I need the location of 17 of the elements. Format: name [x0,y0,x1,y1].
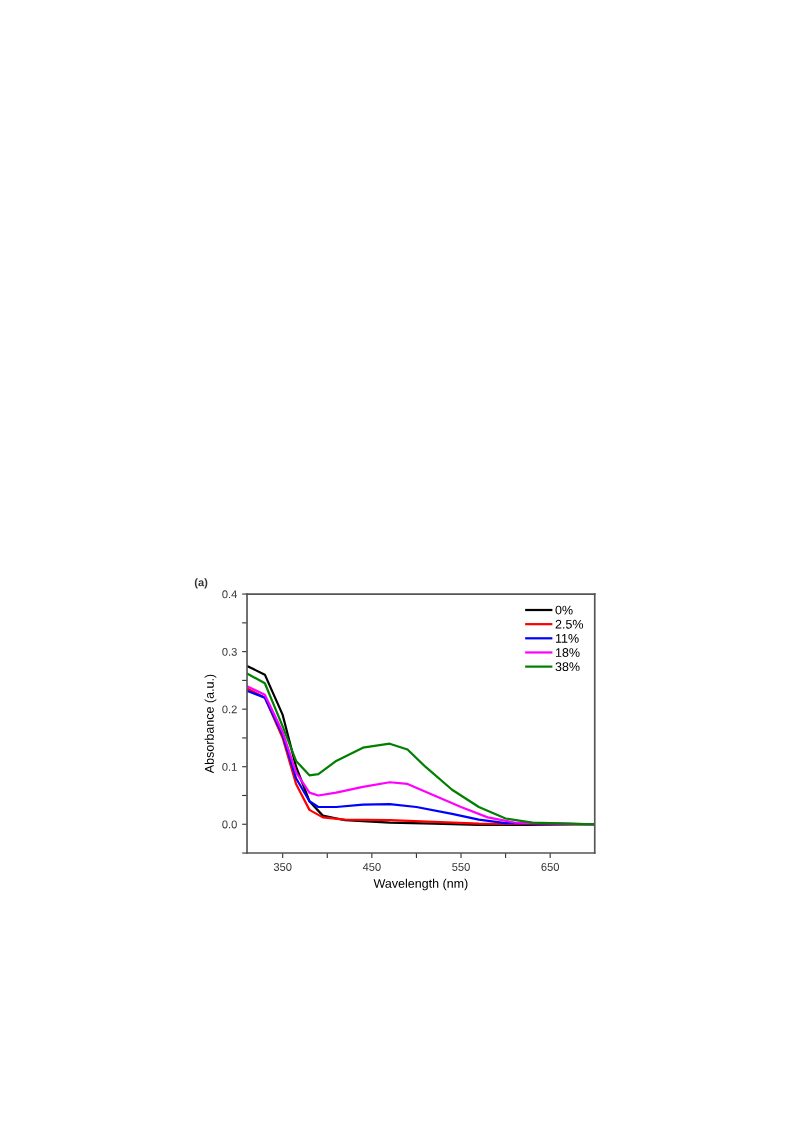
y-tick-label: 0.2 [222,705,237,714]
y-axis-title: Absorbance (a.u.) [204,674,217,774]
y-tick-label: 0.4 [222,590,237,599]
legend-label: 11% [555,634,579,643]
y-tick-label: 0.3 [222,647,237,656]
y-tick-label: 0.1 [222,762,237,771]
legend-label: 0% [555,605,573,615]
x-tick-label: 450 [362,863,381,871]
x-tick-label: 350 [273,863,292,871]
x-tick-label: 550 [452,863,470,871]
x-tick-label: 650 [541,863,559,871]
x-axis-title: Wavelength (nm) [373,878,468,891]
y-tick-label: 0.0 [222,820,237,829]
legend-label: 18% [555,648,580,657]
legend-label: 2.5% [555,619,584,629]
legend-label: 38% [555,662,580,672]
text: (a) [194,578,208,589]
